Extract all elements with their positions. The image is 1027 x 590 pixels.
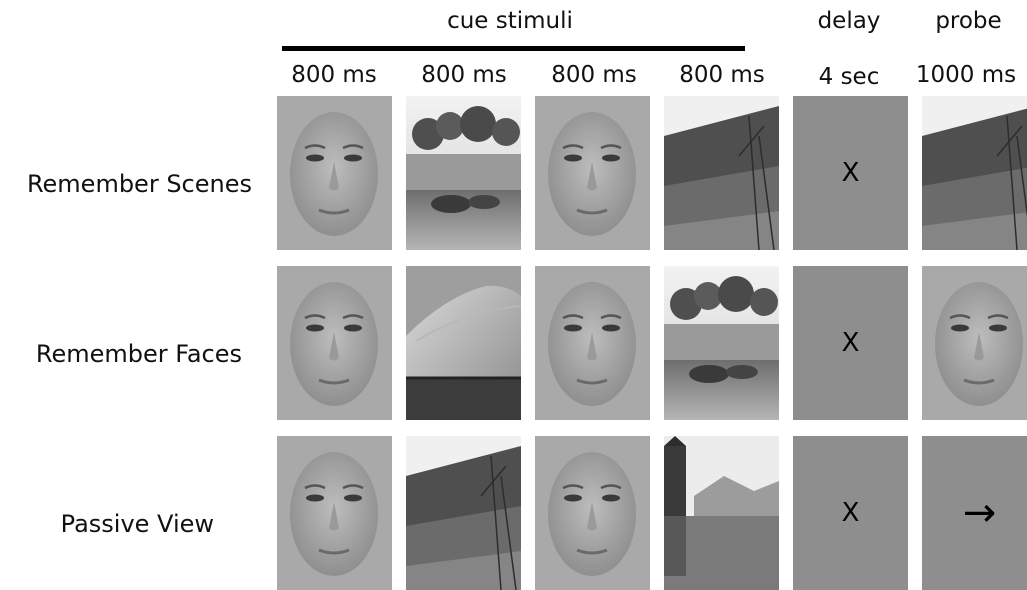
cue-scene-hill-image bbox=[664, 96, 779, 250]
probe-row-3: → bbox=[922, 436, 1027, 590]
cue-stimuli-bar bbox=[282, 46, 745, 51]
duration-col-1: 800 ms bbox=[291, 62, 377, 88]
delay-screen-row-2: X bbox=[793, 266, 908, 420]
probe-title: probe bbox=[935, 8, 1002, 34]
delay-screen-row-1: X bbox=[793, 96, 908, 250]
duration-col-4: 800 ms bbox=[679, 62, 765, 88]
duration-delay: 4 sec bbox=[818, 64, 880, 90]
cue-stimuli-title: cue stimuli bbox=[447, 8, 573, 34]
fixation-x: X bbox=[841, 328, 860, 358]
cue-face-image bbox=[277, 266, 392, 420]
cue-scene-pond-image bbox=[664, 266, 779, 420]
cue-face-image bbox=[535, 436, 650, 590]
probe-scene-hill-image bbox=[922, 96, 1027, 250]
fixation-x: X bbox=[841, 158, 860, 188]
cue-face-image bbox=[535, 266, 650, 420]
duration-probe: 1000 ms bbox=[915, 62, 1017, 88]
cue-scene-lake-image bbox=[664, 436, 779, 590]
cue-face-image bbox=[277, 96, 392, 250]
fixation-x: X bbox=[841, 498, 860, 528]
duration-col-3: 800 ms bbox=[551, 62, 637, 88]
row-label-passive-view: Passive View bbox=[60, 510, 214, 538]
arrow-right-icon: → bbox=[962, 490, 997, 536]
cue-scene-pond-image bbox=[406, 96, 521, 250]
row-label-remember-scenes: Remember Scenes bbox=[26, 170, 252, 198]
delay-screen-row-3: X bbox=[793, 436, 908, 590]
cue-face-image bbox=[277, 436, 392, 590]
cue-scene-hill-image bbox=[406, 436, 521, 590]
duration-col-2: 800 ms bbox=[421, 62, 507, 88]
cue-scene-dunes-image bbox=[406, 266, 521, 420]
probe-face-image bbox=[922, 266, 1027, 420]
delay-title: delay bbox=[817, 8, 881, 34]
cue-face-image bbox=[535, 96, 650, 250]
row-label-remember-faces: Remember Faces bbox=[35, 340, 242, 368]
